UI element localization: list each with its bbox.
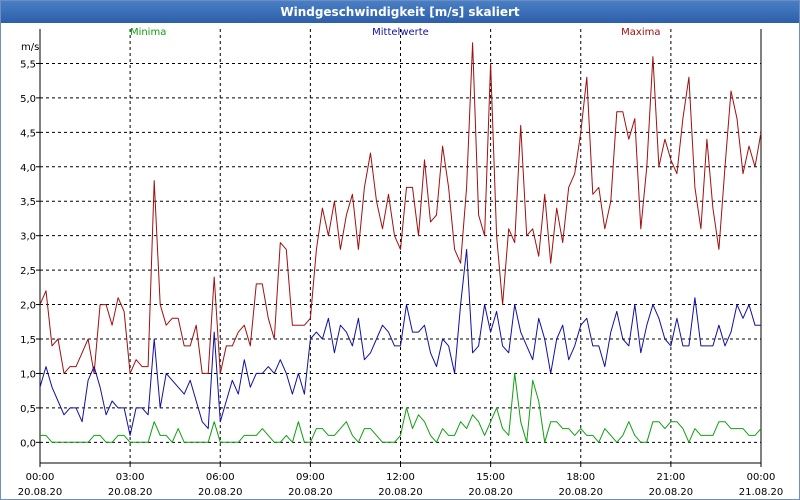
x-tick-time: 06:00 bbox=[206, 472, 235, 483]
grid bbox=[40, 29, 761, 463]
y-tick-label: 4,5 bbox=[20, 128, 36, 139]
x-tick-time: 00:00 bbox=[747, 472, 776, 483]
x-tick-time: 09:00 bbox=[296, 472, 325, 483]
x-tick-time: 18:00 bbox=[566, 472, 595, 483]
y-tick-label: 2,5 bbox=[20, 266, 36, 277]
y-tick-label: 1,0 bbox=[20, 369, 36, 380]
legend-minima: Minima bbox=[130, 27, 166, 38]
y-tick-label: 0,0 bbox=[20, 438, 36, 449]
y-tick-label: 5,0 bbox=[20, 94, 36, 105]
series-line-minima bbox=[40, 372, 762, 443]
x-tick-time: 12:00 bbox=[386, 472, 415, 483]
x-tick-date: 20.08.20 bbox=[18, 487, 63, 498]
legend-maxima: Maxima bbox=[621, 27, 660, 38]
x-tick-date: 20.08.20 bbox=[108, 487, 153, 498]
x-tick-time: 15:00 bbox=[476, 472, 505, 483]
x-tick-time: 00:00 bbox=[26, 472, 55, 483]
y-tick-label: 3,5 bbox=[20, 197, 36, 208]
y-tick-label: 2,0 bbox=[20, 301, 36, 312]
chart-canvas: 0,0 0,5 1,0 1,5 2,0 2,5 3,0 3,5 4,0 4,5 5,0 5,5 00:0… bbox=[18, 27, 784, 498]
x-tick-date: 20.08.20 bbox=[288, 487, 333, 498]
x-tick-date: 20.08.20 bbox=[468, 487, 513, 498]
x-tick-date: 21.08.20 bbox=[739, 487, 784, 498]
y-tick-label: 5,5 bbox=[20, 59, 36, 70]
y-axis-label: m/s bbox=[21, 42, 39, 53]
series-line-maxima bbox=[39, 42, 762, 374]
x-tick-date: 20.08.20 bbox=[378, 487, 423, 498]
y-tick-label: 4,0 bbox=[20, 163, 36, 174]
legend: Maxima Mittelwerte Minima bbox=[130, 27, 661, 38]
x-tick-date: 20.08.20 bbox=[649, 487, 694, 498]
x-tick-date: 20.08.20 bbox=[558, 487, 603, 498]
y-tick-label: 1,5 bbox=[20, 335, 36, 346]
series-lines bbox=[39, 42, 762, 443]
y-tick-label: 0,5 bbox=[20, 404, 36, 415]
x-tick-time: 21:00 bbox=[656, 472, 685, 483]
legend-mittelwerte: Mittelwerte bbox=[372, 27, 429, 38]
axes: 0,0 0,5 1,0 1,5 2,0 2,5 3,0 3,5 4,0 4,5 5,0 5,5 00:0… bbox=[18, 29, 784, 498]
x-tick-date: 20.08.20 bbox=[198, 487, 243, 498]
y-tick-label: 3,0 bbox=[20, 232, 36, 243]
series-line-mittelwerte bbox=[39, 248, 761, 436]
chart-title: Windgeschwindigkeit [m/s] skaliert bbox=[1, 1, 799, 23]
x-tick-time: 03:00 bbox=[116, 472, 145, 483]
